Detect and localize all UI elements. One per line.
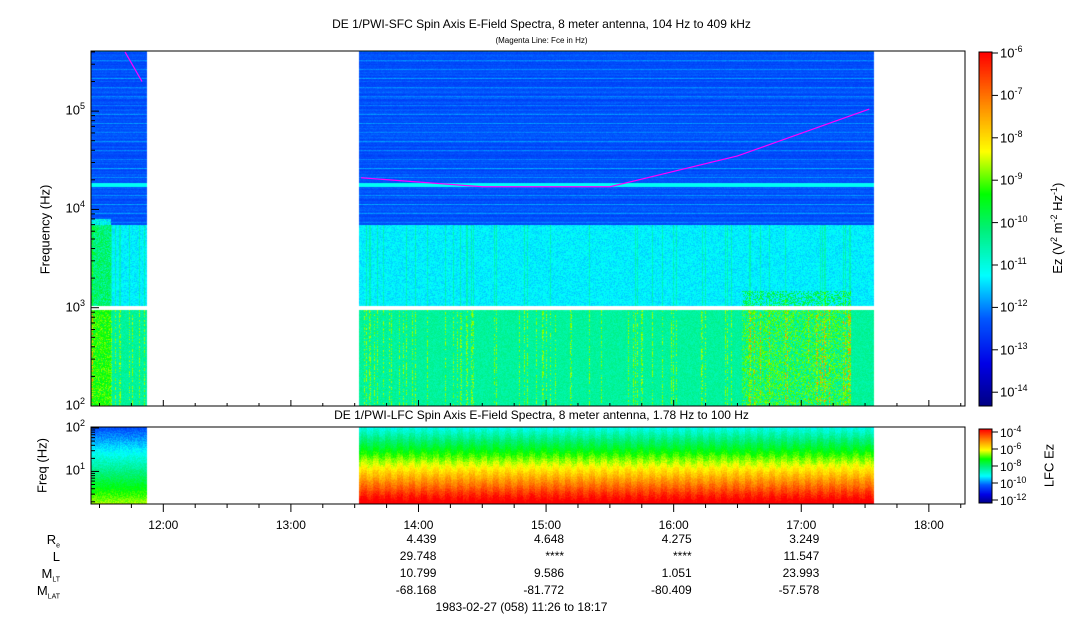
sfc-colorbar-tick-label: 10-14 xyxy=(1000,383,1028,400)
lfc-spectrogram xyxy=(91,427,965,504)
x-tick-label: 14:00 xyxy=(403,518,434,532)
bottom-y-axis-label: Freq (Hz) xyxy=(34,438,50,493)
lfc-colorbar xyxy=(979,429,992,503)
top-y-tick-label: 104 xyxy=(65,199,85,216)
bottom-y-tick-label: 102 xyxy=(65,418,85,435)
x-tick-label: 15:00 xyxy=(531,518,562,532)
ephemeris-row-label: MLAT xyxy=(36,583,60,601)
ephemeris-value: 4.648 xyxy=(534,532,565,546)
lfc-colorbar-tick-label: 10-10 xyxy=(1000,475,1027,491)
sfc-spectrogram xyxy=(91,51,965,406)
ephemeris-value: -57.578 xyxy=(778,583,820,597)
top-panel-subtitle: (Magenta Line: Fce in Hz) xyxy=(495,36,588,45)
ephemeris-value: 29.748 xyxy=(399,549,437,563)
top-panel-frame xyxy=(90,50,966,407)
x-tick-label: 16:00 xyxy=(658,518,689,532)
ephemeris-row-label: Re xyxy=(46,532,60,550)
x-tick-label: 12:00 xyxy=(148,518,179,532)
bottom-panel-frame xyxy=(90,426,966,505)
sfc-colorbar-label: Ez (V2 m-2 Hz-1) xyxy=(1048,182,1066,274)
ephemeris-value: -68.168 xyxy=(395,583,437,597)
top-panel-title: DE 1/PWI-SFC Spin Axis E-Field Spectra, … xyxy=(332,17,751,31)
fce-line-segment xyxy=(124,51,143,82)
sfc-colorbar-tick-label: 10-6 xyxy=(1000,44,1023,61)
bottom-y-tick-label: 101 xyxy=(65,461,85,478)
ephemeris-value: 1.051 xyxy=(661,566,692,580)
ephemeris-value: 23.993 xyxy=(782,566,820,580)
ephemeris-value: 11.547 xyxy=(783,549,820,563)
x-tick-label: 13:00 xyxy=(275,518,306,532)
top-y-tick-label: 103 xyxy=(65,297,85,315)
ephemeris-value: 4.275 xyxy=(661,532,692,546)
sfc-colorbar-frame xyxy=(978,51,993,407)
sfc-colorbar-tick-label: 10-13 xyxy=(1000,340,1028,358)
lfc-colorbar-frame xyxy=(978,428,993,504)
sfc-colorbar-tick-label: 10-10 xyxy=(1000,213,1028,230)
top-y-axis-label: Frequency (Hz) xyxy=(37,184,53,275)
sfc-colorbar-tick-label: 10-11 xyxy=(1000,256,1027,273)
sfc-colorbar-tick-label: 10-7 xyxy=(1000,86,1023,103)
ephemeris-value: **** xyxy=(545,549,565,563)
top-y-tick-label: 102 xyxy=(65,396,85,413)
ephemeris-value: 10.799 xyxy=(399,566,437,580)
ephemeris-value: -81.772 xyxy=(523,583,565,597)
fce-line-segment xyxy=(361,108,870,188)
ephemeris-row-label: L xyxy=(52,549,60,564)
sfc-colorbar xyxy=(979,52,992,406)
x-tick-label: 18:00 xyxy=(913,518,944,532)
lfc-colorbar-tick-label: 10-12 xyxy=(1000,492,1027,508)
sfc-colorbar-tick-label: 10-12 xyxy=(1000,298,1028,315)
ephemeris-value: 9.586 xyxy=(534,566,565,580)
ephemeris-value: 4.439 xyxy=(406,532,437,546)
lfc-colorbar-tick-label: 10-4 xyxy=(1000,424,1022,440)
top-y-tick-label: 105 xyxy=(65,101,85,118)
bottom-panel-title: DE 1/PWI-LFC Spin Axis E-Field Spectra, … xyxy=(334,408,749,422)
ephemeris-value: 3.249 xyxy=(789,532,820,546)
ephemeris-value: **** xyxy=(672,549,692,563)
x-tick-label: 17:00 xyxy=(786,518,817,532)
lfc-colorbar-tick-label: 10-6 xyxy=(1000,441,1022,457)
sfc-colorbar-tick-label: 10-8 xyxy=(1000,128,1023,146)
time-range-footer: 1983-02-27 (058) 11:26 to 18:17 xyxy=(435,600,608,614)
lfc-colorbar-label: LFC Ez xyxy=(1041,443,1057,488)
lfc-colorbar-tick-label: 10-8 xyxy=(1000,458,1022,474)
ephemeris-row-label: MLT xyxy=(41,566,61,584)
sfc-colorbar-tick-label: 10-9 xyxy=(1000,171,1023,188)
ephemeris-value: -80.409 xyxy=(650,583,692,597)
